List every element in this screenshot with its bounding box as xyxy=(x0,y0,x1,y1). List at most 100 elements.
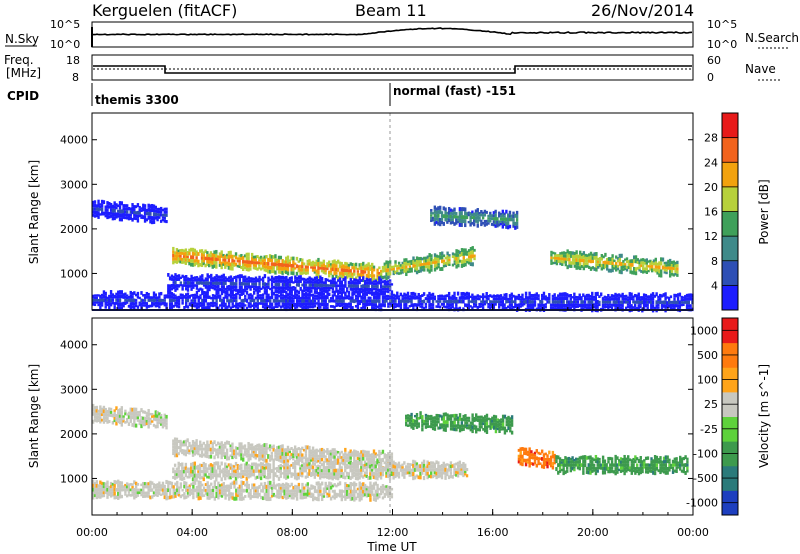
power-cell xyxy=(125,301,129,304)
power-cell xyxy=(508,297,512,301)
power-cell xyxy=(405,265,408,269)
power-cell xyxy=(369,267,372,271)
power-cell xyxy=(229,250,232,255)
power-cell xyxy=(331,260,334,264)
power-cell xyxy=(658,273,661,278)
power-cell xyxy=(387,290,390,294)
power-cell xyxy=(127,213,131,218)
power-cell xyxy=(143,215,147,219)
velocity-cell xyxy=(131,411,134,416)
velocity-cell xyxy=(285,459,288,464)
power-cell xyxy=(624,258,627,261)
power-cell xyxy=(360,273,363,278)
velocity-cell xyxy=(274,452,277,455)
power-cell xyxy=(337,299,340,303)
power-cell xyxy=(304,295,308,300)
velocity-cell xyxy=(426,422,429,426)
velocity-cell xyxy=(108,407,111,411)
power-cell xyxy=(379,278,383,282)
power-cell xyxy=(553,300,556,304)
power-cell xyxy=(268,258,272,262)
power-cell xyxy=(218,304,222,307)
power-cell xyxy=(186,260,189,263)
velocity-cell xyxy=(327,472,331,476)
power-cell xyxy=(472,300,476,303)
velocity-cell xyxy=(209,463,213,467)
power-cell xyxy=(292,286,295,289)
velocity-cell xyxy=(304,469,308,473)
power-cell xyxy=(254,304,258,308)
power-cell xyxy=(567,303,571,307)
power-cell xyxy=(247,267,250,272)
power-cell xyxy=(134,293,138,297)
noise-panel: N.Sky 10^5 10^0 10^5 10^0 N.Search xyxy=(5,18,799,51)
power-cell xyxy=(661,265,665,270)
power-cell xyxy=(406,270,410,274)
velocity-cell xyxy=(198,476,202,480)
velocity-cell xyxy=(218,445,222,449)
velocity-cell xyxy=(440,471,444,476)
velocity-cell xyxy=(338,472,342,476)
velocity-cell xyxy=(340,471,343,475)
power-cell xyxy=(456,220,460,224)
power-cell xyxy=(97,215,100,219)
power-cell xyxy=(442,254,446,258)
power-cell xyxy=(471,262,474,267)
velocity-cell xyxy=(456,474,460,478)
velocity-cell xyxy=(395,463,399,467)
power-cell xyxy=(274,299,277,303)
velocity-cell xyxy=(191,450,195,454)
power-cell xyxy=(440,220,444,225)
velocity-cell xyxy=(204,469,207,474)
power-cell xyxy=(256,286,259,291)
power-cell xyxy=(235,282,238,286)
velocity-cell xyxy=(378,449,381,454)
power-cell xyxy=(218,297,222,300)
velocity-cell xyxy=(356,460,359,465)
power-cell xyxy=(238,296,242,300)
power-cell xyxy=(358,299,361,303)
power-cell xyxy=(575,262,578,266)
velocity-cell xyxy=(243,453,247,456)
velocity-cell xyxy=(507,422,510,427)
velocity-cell xyxy=(263,466,266,470)
power-cell xyxy=(481,214,485,217)
velocity-cell xyxy=(491,422,494,426)
power-cell xyxy=(281,270,284,275)
velocity-cell xyxy=(505,420,508,424)
power-cell xyxy=(229,288,233,292)
velocity-cell xyxy=(197,450,200,453)
power-cell xyxy=(292,281,295,284)
power-cell xyxy=(464,303,467,307)
power-cell xyxy=(455,249,458,254)
power-cell xyxy=(619,300,623,304)
power-cell xyxy=(351,299,354,303)
velocity-cell xyxy=(125,420,129,423)
power-cell xyxy=(326,289,329,293)
power-cell xyxy=(222,299,225,302)
power-cell xyxy=(487,302,490,306)
power-cell xyxy=(570,261,573,265)
power-cell xyxy=(587,293,590,298)
power-cell xyxy=(457,249,460,254)
power-cell xyxy=(492,294,496,298)
velocity-cell xyxy=(431,416,435,420)
velocity-cell xyxy=(256,463,259,467)
velocity-cell xyxy=(179,439,182,443)
velocity-cell xyxy=(546,454,549,458)
velocity-cell xyxy=(231,464,234,468)
velocity-cell xyxy=(439,414,442,418)
power-cell xyxy=(140,298,143,303)
power-cell xyxy=(192,299,195,302)
velocity-cell xyxy=(410,473,413,477)
power-cell xyxy=(215,274,218,278)
power-cell xyxy=(356,295,360,300)
power-cell xyxy=(242,259,245,264)
power-cell xyxy=(586,265,589,268)
power-cell xyxy=(415,263,419,268)
power-cell xyxy=(238,265,241,268)
velocity-cell xyxy=(360,460,363,464)
power-cell xyxy=(362,293,365,297)
power-cell xyxy=(152,220,156,224)
power-cell xyxy=(213,294,217,298)
